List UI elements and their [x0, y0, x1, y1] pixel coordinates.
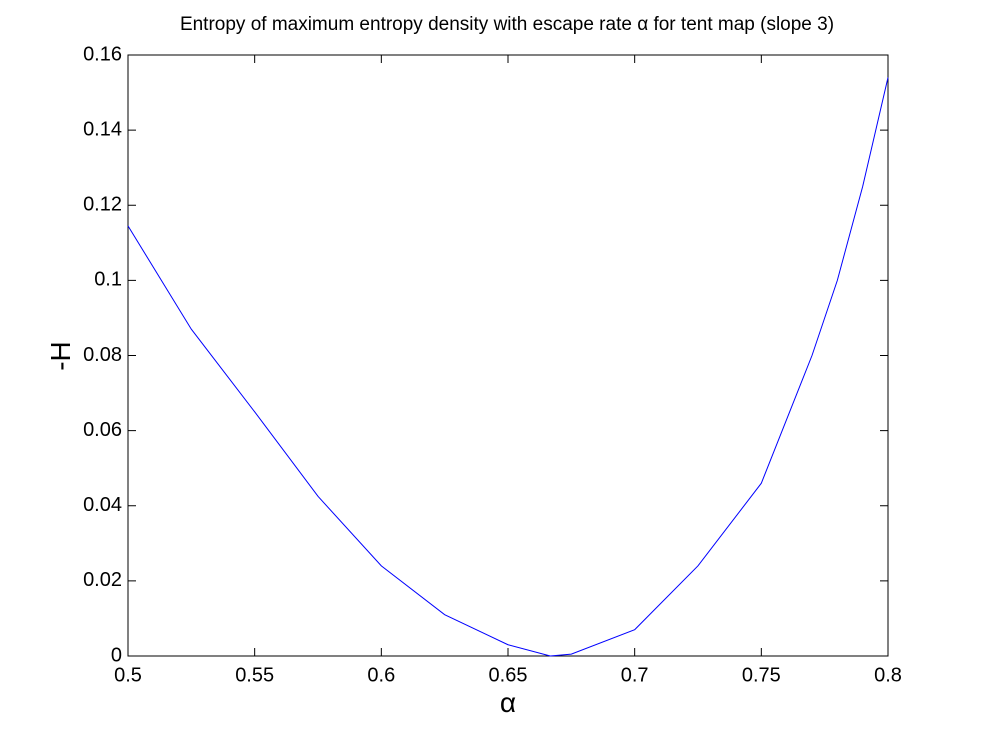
y-tick-label: 0.02	[83, 569, 122, 591]
y-axis-label: -H	[45, 341, 76, 371]
x-tick-label: 0.7	[621, 664, 649, 686]
x-tick-label: 0.8	[874, 664, 902, 686]
y-tick-label: 0.12	[83, 194, 122, 216]
y-tick-label: 0	[111, 644, 122, 666]
y-tick-label: 0.06	[83, 419, 122, 441]
chart-title: Entropy of maximum entropy density with …	[180, 14, 834, 35]
data-line	[127, 77, 889, 657]
y-tick-label: 0.1	[94, 269, 122, 291]
x-tick-label: 0.6	[367, 664, 395, 686]
y-tick-label: 0.04	[83, 494, 122, 516]
y-tick-label: 0.14	[83, 118, 122, 140]
x-tick-label: 0.65	[489, 664, 528, 686]
x-tick-label: 0.5	[114, 664, 142, 686]
x-tick-label: 0.55	[235, 664, 274, 686]
x-axis-label: α	[500, 687, 516, 718]
axes-box	[127, 54, 889, 657]
x-tick-label: 0.75	[742, 664, 781, 686]
y-tick-label: 0.08	[83, 344, 122, 366]
y-tick-label: 0.16	[83, 43, 122, 65]
